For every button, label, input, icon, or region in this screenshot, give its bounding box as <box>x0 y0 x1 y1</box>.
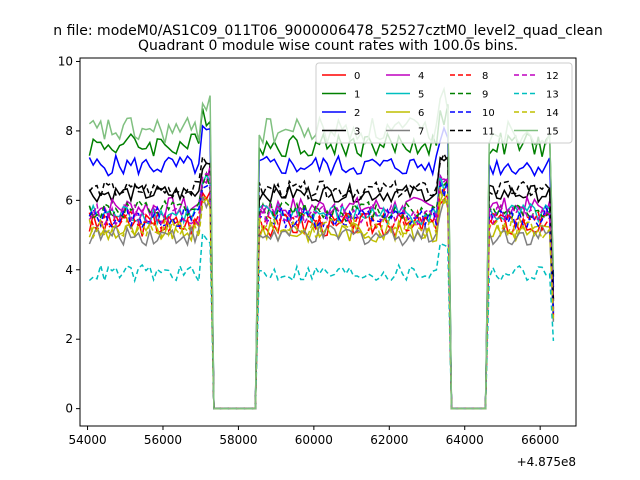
x-tick-label: 60000 <box>295 433 333 447</box>
legend-label-6: 6 <box>418 108 424 119</box>
x-tick-label: 64000 <box>446 433 484 447</box>
legend-label-4: 4 <box>418 71 424 82</box>
legend-label-14: 14 <box>546 108 559 119</box>
legend-label-12: 12 <box>546 71 559 82</box>
series-line-1 <box>88 104 555 410</box>
y-tick-label: 8 <box>65 124 73 138</box>
legend-label-0: 0 <box>354 71 360 82</box>
legend-label-15: 15 <box>546 127 559 138</box>
series-line-11 <box>88 152 555 410</box>
series-line-4 <box>88 165 555 410</box>
plot-frame <box>79 57 577 427</box>
legend-label-9: 9 <box>482 90 488 101</box>
y-tick-label: 6 <box>65 193 73 207</box>
chart-title: Quadrant 0 module wise count rates with … <box>138 38 518 54</box>
x-tick-label: 66000 <box>521 433 559 447</box>
y-tick-label: 4 <box>65 263 73 277</box>
series-line-0 <box>88 190 555 410</box>
legend-label-11: 11 <box>482 127 495 138</box>
x-offset-label: +4.875e8 <box>517 455 576 469</box>
x-tick-label: 58000 <box>219 433 257 447</box>
legend-label-3: 3 <box>354 127 360 138</box>
legend-label-10: 10 <box>482 108 495 119</box>
legend-label-7: 7 <box>418 127 424 138</box>
legend-label-8: 8 <box>482 71 488 82</box>
series-line-3 <box>88 155 555 410</box>
series-line-9 <box>88 170 555 410</box>
figure-suptitle: n file: modeM0/AS1C09_011T06_9000006478_… <box>53 23 602 39</box>
legend-box <box>315 62 573 144</box>
x-tick-label: 62000 <box>370 433 408 447</box>
x-axis: 54000 56000 58000 60000 62000 64000 66000 <box>68 426 559 447</box>
legend-label-2: 2 <box>354 108 360 119</box>
y-axis: 0 2 4 6 8 10 <box>58 54 80 416</box>
y-tick-label: 10 <box>58 54 73 68</box>
y-tick-label: 2 <box>65 332 73 346</box>
series-line-2 <box>88 124 555 410</box>
legend-label-13: 13 <box>546 90 559 101</box>
series-layer <box>88 86 555 410</box>
series-line-13 <box>88 231 555 410</box>
series-line-12 <box>88 172 555 410</box>
x-tick-label: 56000 <box>144 433 182 447</box>
legend-label-1: 1 <box>354 90 360 101</box>
legend-label-5: 5 <box>418 90 424 101</box>
x-tick-label: 54000 <box>68 433 106 447</box>
y-tick-label: 0 <box>65 402 73 416</box>
